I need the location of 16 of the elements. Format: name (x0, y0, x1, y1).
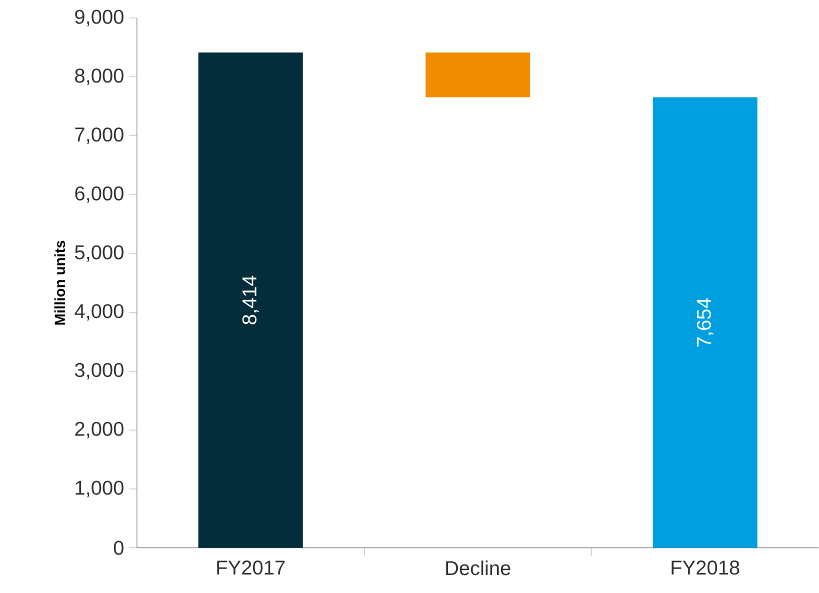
x-tick-label: Decline (446, 560, 510, 576)
x-tick-label: FY2017 (217, 560, 285, 575)
x-tick-label: FY2018 (672, 560, 740, 575)
y-tick-label: 0 (114, 540, 124, 555)
y-tick-label: 2,000 (75, 422, 124, 438)
y-tick-label: 9,000 (75, 10, 124, 26)
y-tick-label: 1,000 (76, 480, 124, 498)
y-axis-title: Million units (54, 240, 66, 325)
y-tick-label: 5,000 (75, 245, 124, 262)
y-tick-label: 3,000 (74, 363, 124, 380)
data-label: 7,654 (696, 298, 714, 347)
y-tick-label: 4,000 (74, 304, 124, 321)
y-tick-label: 6,000 (75, 186, 124, 203)
data-label: 8,414 (242, 276, 259, 324)
y-tick-label: 8,000 (75, 68, 124, 86)
y-tick-label: 7,000 (75, 128, 124, 144)
